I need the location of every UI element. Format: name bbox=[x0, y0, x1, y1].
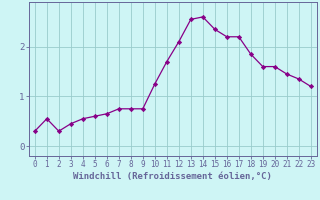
X-axis label: Windchill (Refroidissement éolien,°C): Windchill (Refroidissement éolien,°C) bbox=[73, 172, 272, 181]
